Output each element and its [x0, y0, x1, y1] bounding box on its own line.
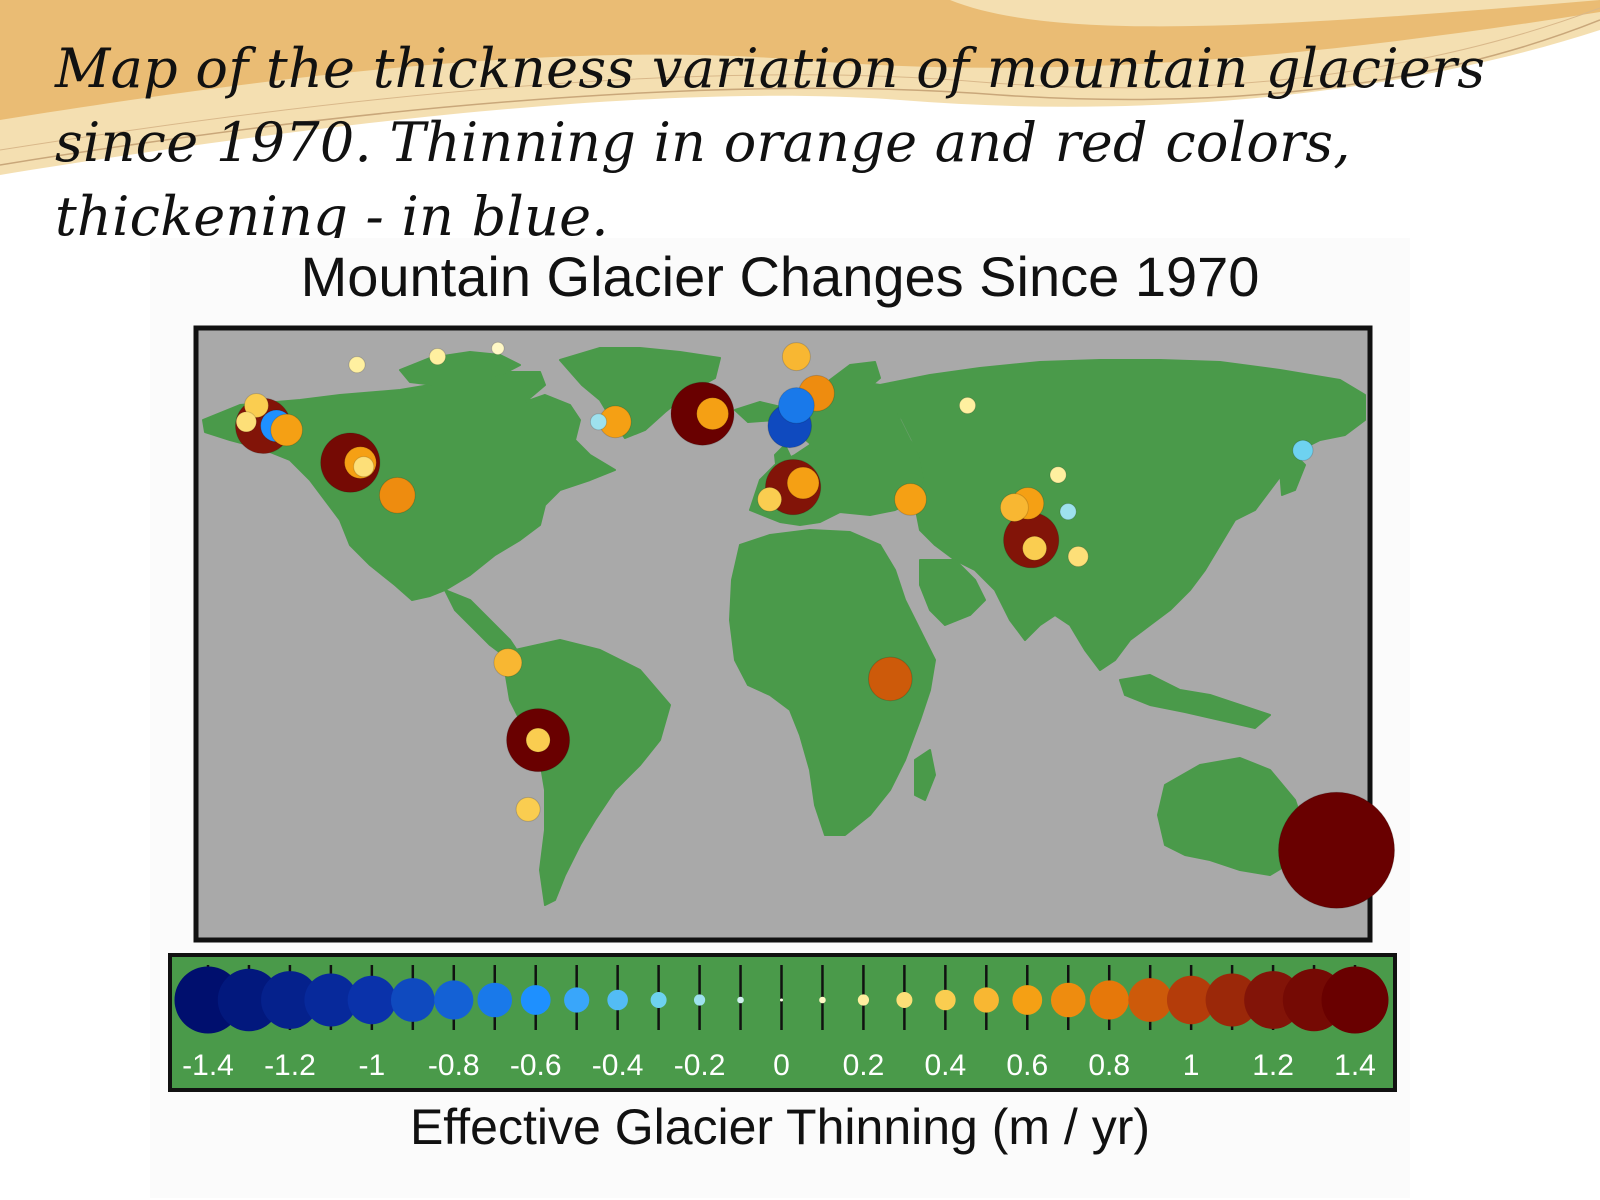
- glacier-site-marker: [515, 796, 541, 822]
- legend-tick-label: -1: [359, 1049, 386, 1082]
- legend-circle: [261, 971, 319, 1029]
- legend-circle: [650, 992, 667, 1008]
- legend-circle: [780, 998, 783, 1002]
- legend-circle: [935, 989, 956, 1011]
- glacier-site-marker: [378, 476, 416, 514]
- glacier-site-marker: [958, 396, 977, 415]
- legend-tick-label: 0: [773, 1049, 790, 1082]
- legend-circle: [520, 985, 551, 1015]
- legend-tick-label: -0.8: [428, 1049, 480, 1082]
- glacier-site-marker: [348, 356, 366, 374]
- legend-circle: [1050, 982, 1086, 1018]
- legend-circle: [217, 968, 281, 1032]
- glacier-site-marker: [868, 656, 913, 702]
- glacier-site-marker: [1067, 545, 1089, 568]
- legend-circle: [564, 987, 590, 1013]
- legend-title: Effective Glacier Thinning (m / yr): [409, 1099, 1151, 1155]
- glacier-site-marker: [999, 493, 1029, 522]
- glacier-site-marker: [781, 342, 811, 372]
- glacier-site-marker: [786, 466, 820, 500]
- legend-circle: [347, 975, 397, 1025]
- glacier-site-marker: [493, 648, 523, 678]
- glacier-site-marker: [525, 727, 551, 753]
- legend-circle: [1205, 973, 1259, 1027]
- canadian-arctic-islands: [399, 351, 521, 386]
- legend-circle: [973, 987, 999, 1013]
- legend-tick-label: 1.4: [1334, 1049, 1376, 1082]
- glacier-site-marker: [243, 393, 269, 418]
- slide-decoration-band: [0, 0, 1600, 120]
- glacier-site-marker: [696, 397, 729, 431]
- madagascar: [914, 749, 936, 801]
- legend-circle: [819, 996, 826, 1004]
- glacier-site-marker: [1049, 466, 1067, 484]
- legend-circle: [1128, 978, 1173, 1022]
- legend-tick-label: -0.2: [674, 1049, 726, 1082]
- legend-circle: [607, 989, 628, 1011]
- slide-decoration-line: [0, 7, 1600, 151]
- legend-circle: [857, 994, 870, 1006]
- glacier-site-marker: [491, 341, 505, 356]
- glacier-site-marker: [778, 387, 815, 424]
- glacier-site-marker: [1278, 791, 1395, 909]
- legend-tick-label: 0.2: [843, 1049, 885, 1082]
- map-border: [193, 325, 1373, 943]
- glacier-site-marker: [428, 348, 447, 366]
- legend-circle: [1166, 975, 1216, 1025]
- glacier-site-marker: [270, 413, 304, 447]
- legend-tick-label: 0.4: [924, 1049, 966, 1082]
- legend-circle: [896, 992, 913, 1008]
- legend-circle: [737, 996, 744, 1004]
- glacier-site-marker: [589, 413, 608, 431]
- legend-tick-label: -0.6: [510, 1049, 562, 1082]
- arabia: [919, 559, 986, 626]
- continents: [202, 347, 1366, 906]
- legend-circle: [1321, 966, 1389, 1034]
- glacier-site-marker: [1022, 535, 1048, 561]
- legend-tick-label: 0.8: [1088, 1049, 1130, 1082]
- japan: [1279, 454, 1306, 496]
- map-title: Mountain Glacier Changes Since 1970: [300, 245, 1260, 308]
- glacier-site-marker: [353, 456, 375, 478]
- glacier-sites: [235, 341, 1395, 909]
- legend-circle: [304, 973, 358, 1027]
- slide-decoration-line: [0, 19, 1600, 166]
- legend-tick-label: 1.2: [1252, 1049, 1294, 1082]
- slide-caption: Map of the thickness variation of mounta…: [55, 37, 1486, 248]
- legend-circle: [434, 980, 474, 1020]
- asia: [879, 359, 1366, 671]
- legend-tick-label: -1.4: [182, 1049, 234, 1082]
- legend-circle: [693, 994, 706, 1006]
- southeast-asia-islands: [1119, 674, 1271, 729]
- legend-tick-label: 0.6: [1006, 1049, 1048, 1082]
- slide-decoration: [0, 0, 1600, 175]
- glacier-site-marker: [894, 483, 927, 516]
- legend: -1.4 -1.2 -1 -0.8 -0.6 -0.4 -0.2 0 0.2 0.4 0.6 0.8 1…: [168, 953, 1397, 1092]
- glacier-site-marker: [1292, 439, 1314, 461]
- legend-circle: [1089, 980, 1129, 1020]
- glacier-site-marker: [757, 486, 783, 512]
- legend-circle: [1012, 985, 1043, 1015]
- legend-tick-labels: -1.4 -1.2 -1 -0.8 -0.6 -0.4 -0.2 0 0.2 0.4 0.6 0.8 1…: [182, 1049, 1376, 1082]
- glacier-site-marker: [1059, 503, 1077, 521]
- legend-circle: [390, 978, 435, 1022]
- legend-circles: [174, 966, 1389, 1034]
- africa: [729, 529, 936, 836]
- legend-circle: [477, 982, 513, 1018]
- glacier-site-marker: [235, 411, 257, 433]
- legend-tick-label: -1.2: [264, 1049, 316, 1082]
- legend-tick-label: 1: [1183, 1049, 1200, 1082]
- legend-tick-label: -0.4: [592, 1049, 644, 1082]
